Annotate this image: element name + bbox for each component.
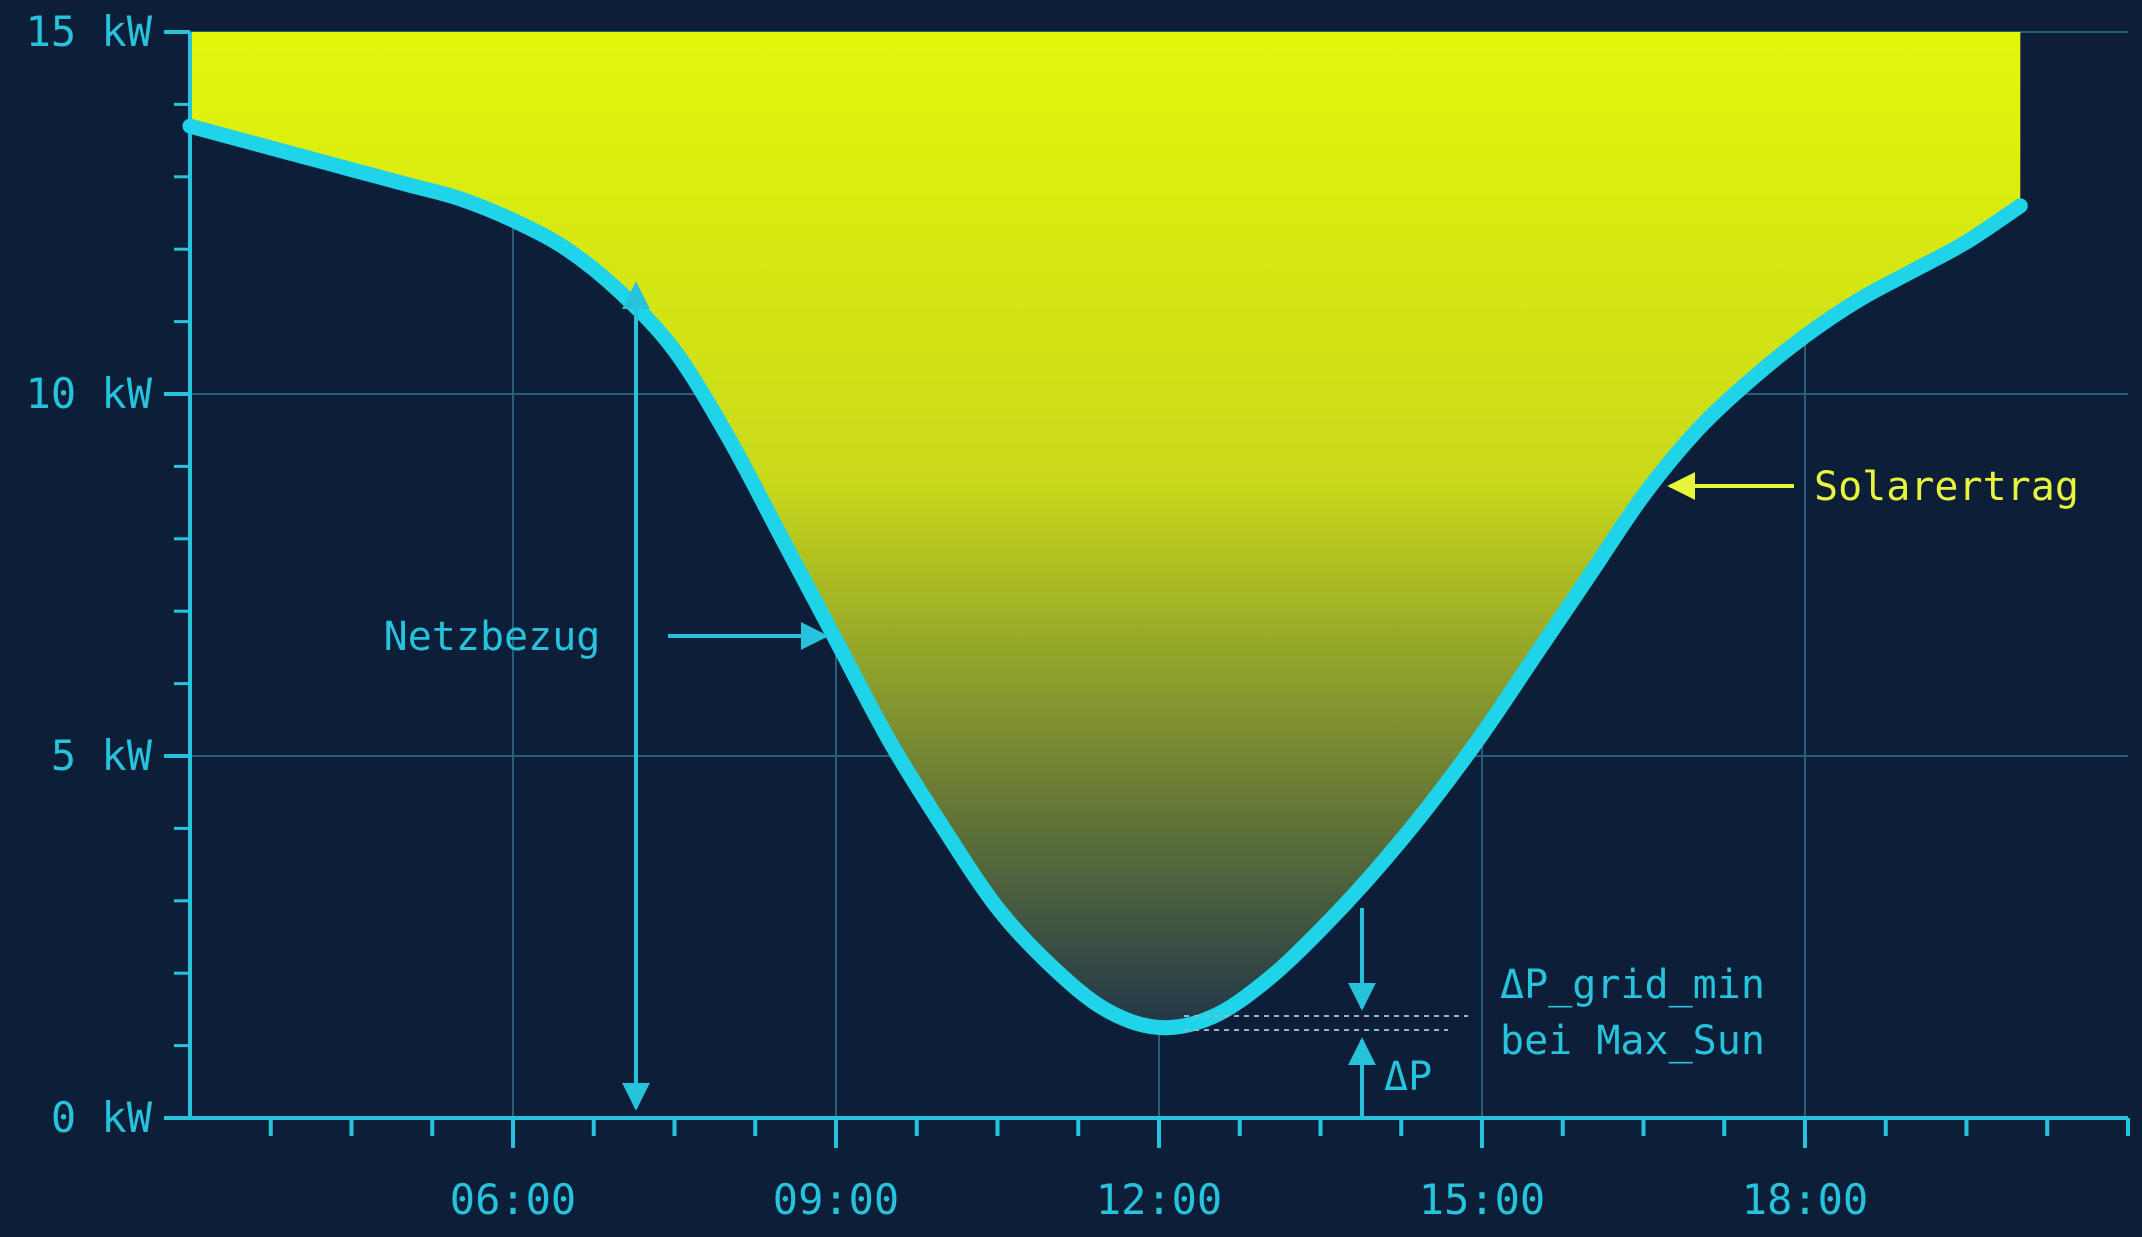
x-tick-label: 06:00 <box>450 1175 576 1224</box>
delta-p-label: ΔP <box>1384 1054 1432 1100</box>
x-tick-label: 09:00 <box>773 1175 899 1224</box>
y-tick-label: 0 kW <box>51 1093 153 1142</box>
tick-labels: 06:00 09:00 12:00 15:00 18:00 0 kW 5 kW 10 kW 15… <box>26 7 1869 1224</box>
y-tick-label: 10 kW <box>26 369 153 418</box>
grid-draw-curve <box>182 118 2028 1036</box>
axes <box>164 30 2130 1148</box>
y-tick-label: 5 kW <box>51 731 153 780</box>
x-tick-label: 12:00 <box>1096 1175 1222 1224</box>
solarertrag-label: Solarertrag <box>1814 464 2079 510</box>
y-tick-label: 15 kW <box>26 7 153 56</box>
x-tick-label: 18:00 <box>1742 1175 1868 1224</box>
delta-p-grid-min-label: ΔP_grid_min <box>1500 962 1765 1008</box>
max-sun-label: bei Max_Sun <box>1500 1018 1765 1064</box>
netzbezug-label: Netzbezug <box>384 614 601 660</box>
x-tick-label: 15:00 <box>1419 1175 1545 1224</box>
solar-yield-area <box>190 32 2021 1028</box>
